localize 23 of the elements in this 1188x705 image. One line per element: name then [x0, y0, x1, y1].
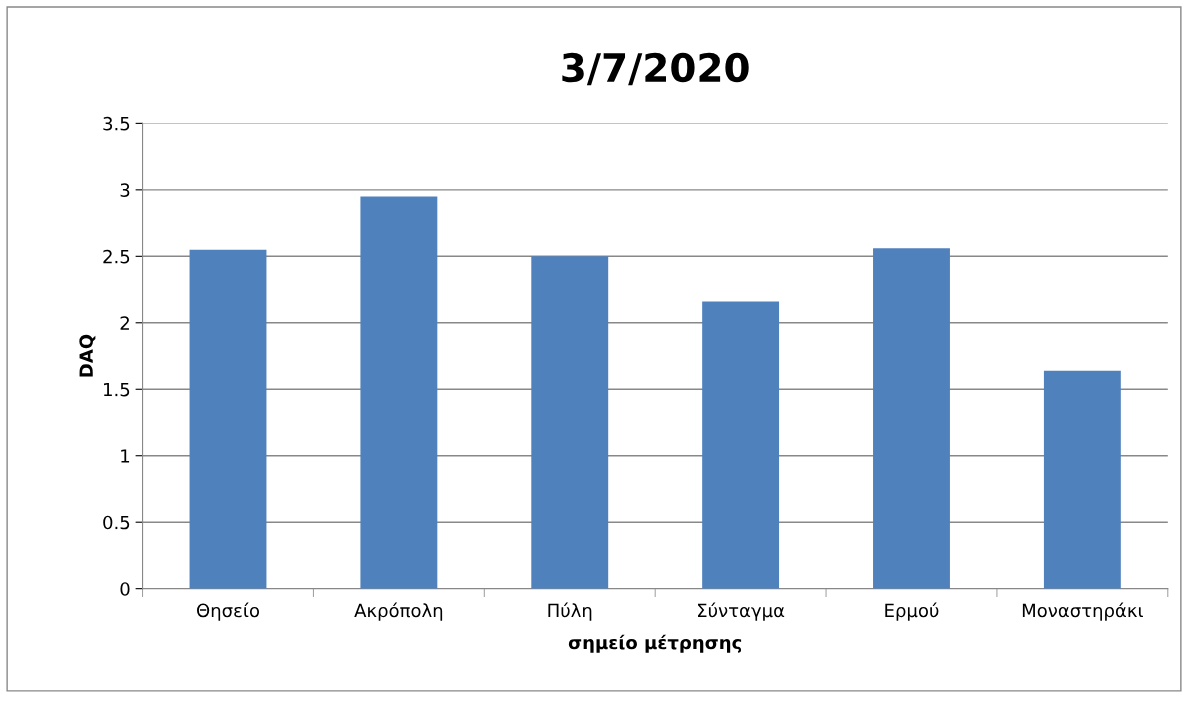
chart-title: 3/7/2020 [562, 52, 749, 86]
y-tick-label: 2 [120, 316, 129, 330]
x-tick-label: Ερμού [885, 602, 939, 621]
bar [1043, 370, 1121, 589]
bar [873, 248, 950, 589]
y-tick-label: 1 [121, 449, 130, 463]
y-axis-title: DAQ [79, 334, 96, 377]
bar [189, 249, 267, 589]
x-tick-label: Θησείο [197, 602, 260, 621]
x-tick-label: Πύλη [548, 602, 592, 621]
x-tick-label: Ακρόπολη [354, 602, 443, 621]
bar [702, 301, 780, 589]
x-tick-label: Σύνταγμα [698, 602, 785, 621]
y-tick-label: 0.5 [103, 515, 130, 530]
x-tick-label: Μοναστηράκι [1022, 602, 1143, 621]
y-tick-label: 2.5 [103, 249, 130, 264]
bar [531, 256, 609, 589]
y-tick-label: 3.5 [103, 116, 130, 131]
x-axis-title: σημείο μέτρησης [568, 634, 742, 653]
y-tick-label: 3 [120, 183, 130, 197]
y-tick-label: 1.5 [104, 382, 130, 397]
y-tick-label: 0 [120, 582, 130, 596]
bar [360, 196, 438, 589]
